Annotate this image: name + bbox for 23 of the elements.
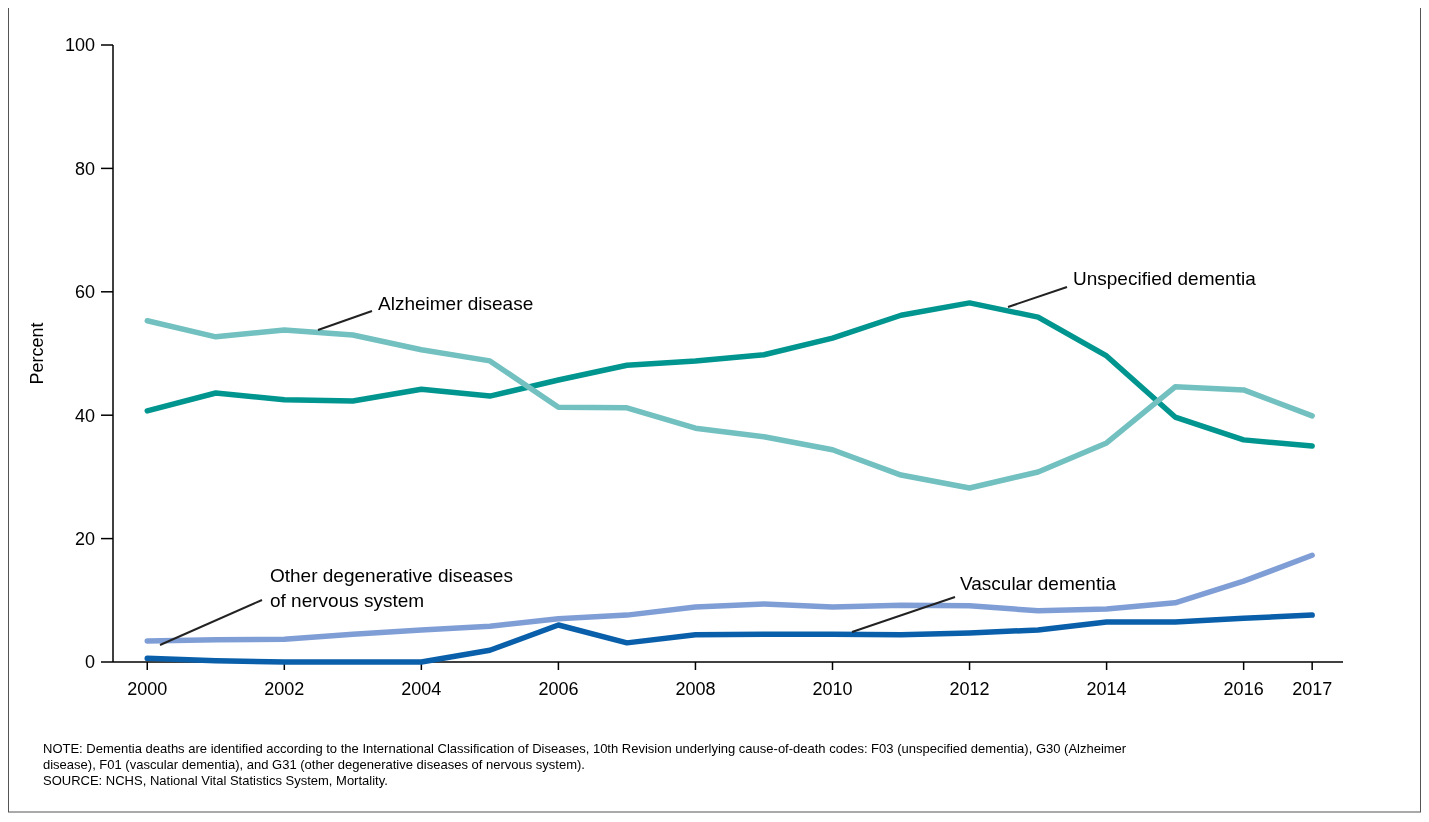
series-label: Other degenerative diseases of nervous system (270, 565, 513, 611)
x-tick-label: 2017 (1292, 679, 1333, 699)
x-tick-label: 2010 (812, 679, 853, 699)
x-tick-label: 2002 (264, 679, 305, 699)
x-tick-label: 2014 (1086, 679, 1127, 699)
y-tick-label: 60 (74, 282, 95, 303)
y-tick-label: 20 (74, 528, 95, 549)
x-tick-label: 2012 (949, 679, 990, 699)
x-tick-label: 2004 (401, 679, 442, 699)
y-tick-label: 0 (84, 652, 95, 673)
x-tick-label: 2000 (127, 679, 168, 699)
y-tick-label: 80 (74, 158, 95, 179)
x-tick-label: 2008 (675, 679, 716, 699)
x-tick-label: 2006 (538, 679, 579, 699)
series-label: Vascular dementia (960, 573, 1117, 594)
y-axis-title: Percent (27, 322, 47, 385)
text: NOTE: Dementia deaths are identified according to the International Classification of Diseases, 10th Revision underlying cause-of-death codes: F03 (unspecified dementia), G30 (Alzheimer disease), F01 (vascular dementia), and G31 (other degenerative diseases of nervous system). (43, 741, 1127, 772)
text: Unspecified dementia (1073, 268, 1257, 289)
y-tick-label: 100 (64, 35, 95, 56)
x-tick-label: 2016 (1223, 679, 1264, 699)
y-tick-label: 40 (74, 405, 95, 426)
series-label: Alzheimer disease (378, 293, 534, 314)
source-note: SOURCE: NCHS, National Vital Statistics System, Mortality. (43, 773, 388, 788)
